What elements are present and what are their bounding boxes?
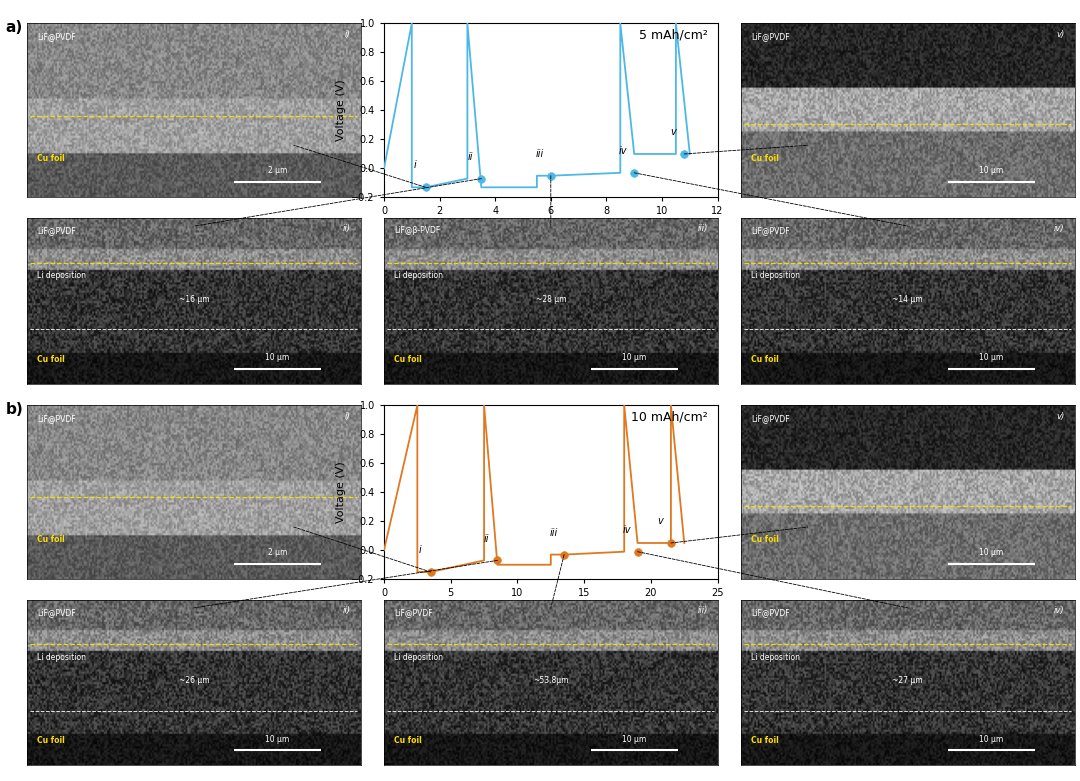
Text: v): v) <box>1056 412 1065 421</box>
Text: v: v <box>671 127 676 137</box>
Text: Cu foil: Cu foil <box>751 736 779 746</box>
Text: LiF@PVDF: LiF@PVDF <box>37 226 76 235</box>
Text: ii: ii <box>468 152 473 162</box>
Text: iii: iii <box>536 149 544 159</box>
Text: 2 μm: 2 μm <box>268 166 287 175</box>
Text: ~14 μm: ~14 μm <box>892 294 923 304</box>
Text: 10 μm: 10 μm <box>980 353 1003 362</box>
Text: Cu foil: Cu foil <box>37 355 65 364</box>
X-axis label: Test Time (hr.): Test Time (hr.) <box>511 222 591 232</box>
Text: ii): ii) <box>342 606 351 615</box>
X-axis label: Test Time (hr.): Test Time (hr.) <box>511 604 591 614</box>
Text: LiF@PVDF: LiF@PVDF <box>751 414 789 423</box>
Text: i: i <box>414 160 416 170</box>
Text: Cu foil: Cu foil <box>751 154 779 162</box>
Text: LiF@PVDF: LiF@PVDF <box>37 32 76 41</box>
Text: i): i) <box>345 30 351 39</box>
Text: LiF@β-PVDF: LiF@β-PVDF <box>394 226 441 235</box>
Text: Li deposition: Li deposition <box>37 271 86 280</box>
Text: iv): iv) <box>1054 224 1065 234</box>
Y-axis label: Voltage (V): Voltage (V) <box>336 80 346 141</box>
Text: iv): iv) <box>1054 606 1065 615</box>
Text: 10 μm: 10 μm <box>980 547 1003 557</box>
Text: LiF@PVDF: LiF@PVDF <box>751 608 789 617</box>
Text: Cu foil: Cu foil <box>37 154 65 162</box>
Text: 10 μm: 10 μm <box>265 353 289 362</box>
Text: 5 mAh/cm²: 5 mAh/cm² <box>638 29 707 41</box>
Text: iii): iii) <box>698 224 707 234</box>
Text: Cu foil: Cu foil <box>751 355 779 364</box>
Text: Li deposition: Li deposition <box>37 653 86 662</box>
Y-axis label: Voltage (V): Voltage (V) <box>336 462 346 523</box>
Text: Cu foil: Cu foil <box>751 536 779 544</box>
Text: ii): ii) <box>342 224 351 234</box>
Text: Li deposition: Li deposition <box>394 271 443 280</box>
Text: v): v) <box>1056 30 1065 39</box>
Text: iii): iii) <box>698 606 707 615</box>
Text: LiF@PVDF: LiF@PVDF <box>37 608 76 617</box>
Text: Li deposition: Li deposition <box>394 653 443 662</box>
Text: LiF@PVDF: LiF@PVDF <box>394 608 433 617</box>
Text: 10 μm: 10 μm <box>622 735 646 744</box>
Text: 10 μm: 10 μm <box>980 166 1003 175</box>
Text: 10 mAh/cm²: 10 mAh/cm² <box>631 411 707 423</box>
Text: iii: iii <box>550 528 557 538</box>
Text: 10 μm: 10 μm <box>980 735 1003 744</box>
Text: Cu foil: Cu foil <box>37 536 65 544</box>
Text: v: v <box>658 516 663 526</box>
Text: 10 μm: 10 μm <box>265 735 289 744</box>
Text: Cu foil: Cu foil <box>394 736 422 746</box>
Text: Cu foil: Cu foil <box>37 736 65 746</box>
Text: b): b) <box>5 402 23 417</box>
Text: Cu foil: Cu foil <box>394 355 422 364</box>
Text: LiF@PVDF: LiF@PVDF <box>37 414 76 423</box>
Text: Li deposition: Li deposition <box>751 271 800 280</box>
Text: 2 μm: 2 μm <box>268 547 287 557</box>
Text: ~27 μm: ~27 μm <box>892 676 923 686</box>
Text: ~53.8μm: ~53.8μm <box>534 676 568 686</box>
Text: ~26 μm: ~26 μm <box>178 676 210 686</box>
Text: i: i <box>419 545 421 555</box>
Text: 10 μm: 10 μm <box>622 353 646 362</box>
Text: LiF@PVDF: LiF@PVDF <box>751 226 789 235</box>
Text: ii: ii <box>484 533 489 544</box>
Text: Li deposition: Li deposition <box>751 653 800 662</box>
Text: ~28 μm: ~28 μm <box>536 294 566 304</box>
Text: LiF@PVDF: LiF@PVDF <box>751 32 789 41</box>
Text: iv: iv <box>622 525 631 535</box>
Text: ~16 μm: ~16 μm <box>178 294 210 304</box>
Text: a): a) <box>5 20 23 34</box>
Text: i): i) <box>345 412 351 421</box>
Text: iv: iv <box>619 146 627 156</box>
